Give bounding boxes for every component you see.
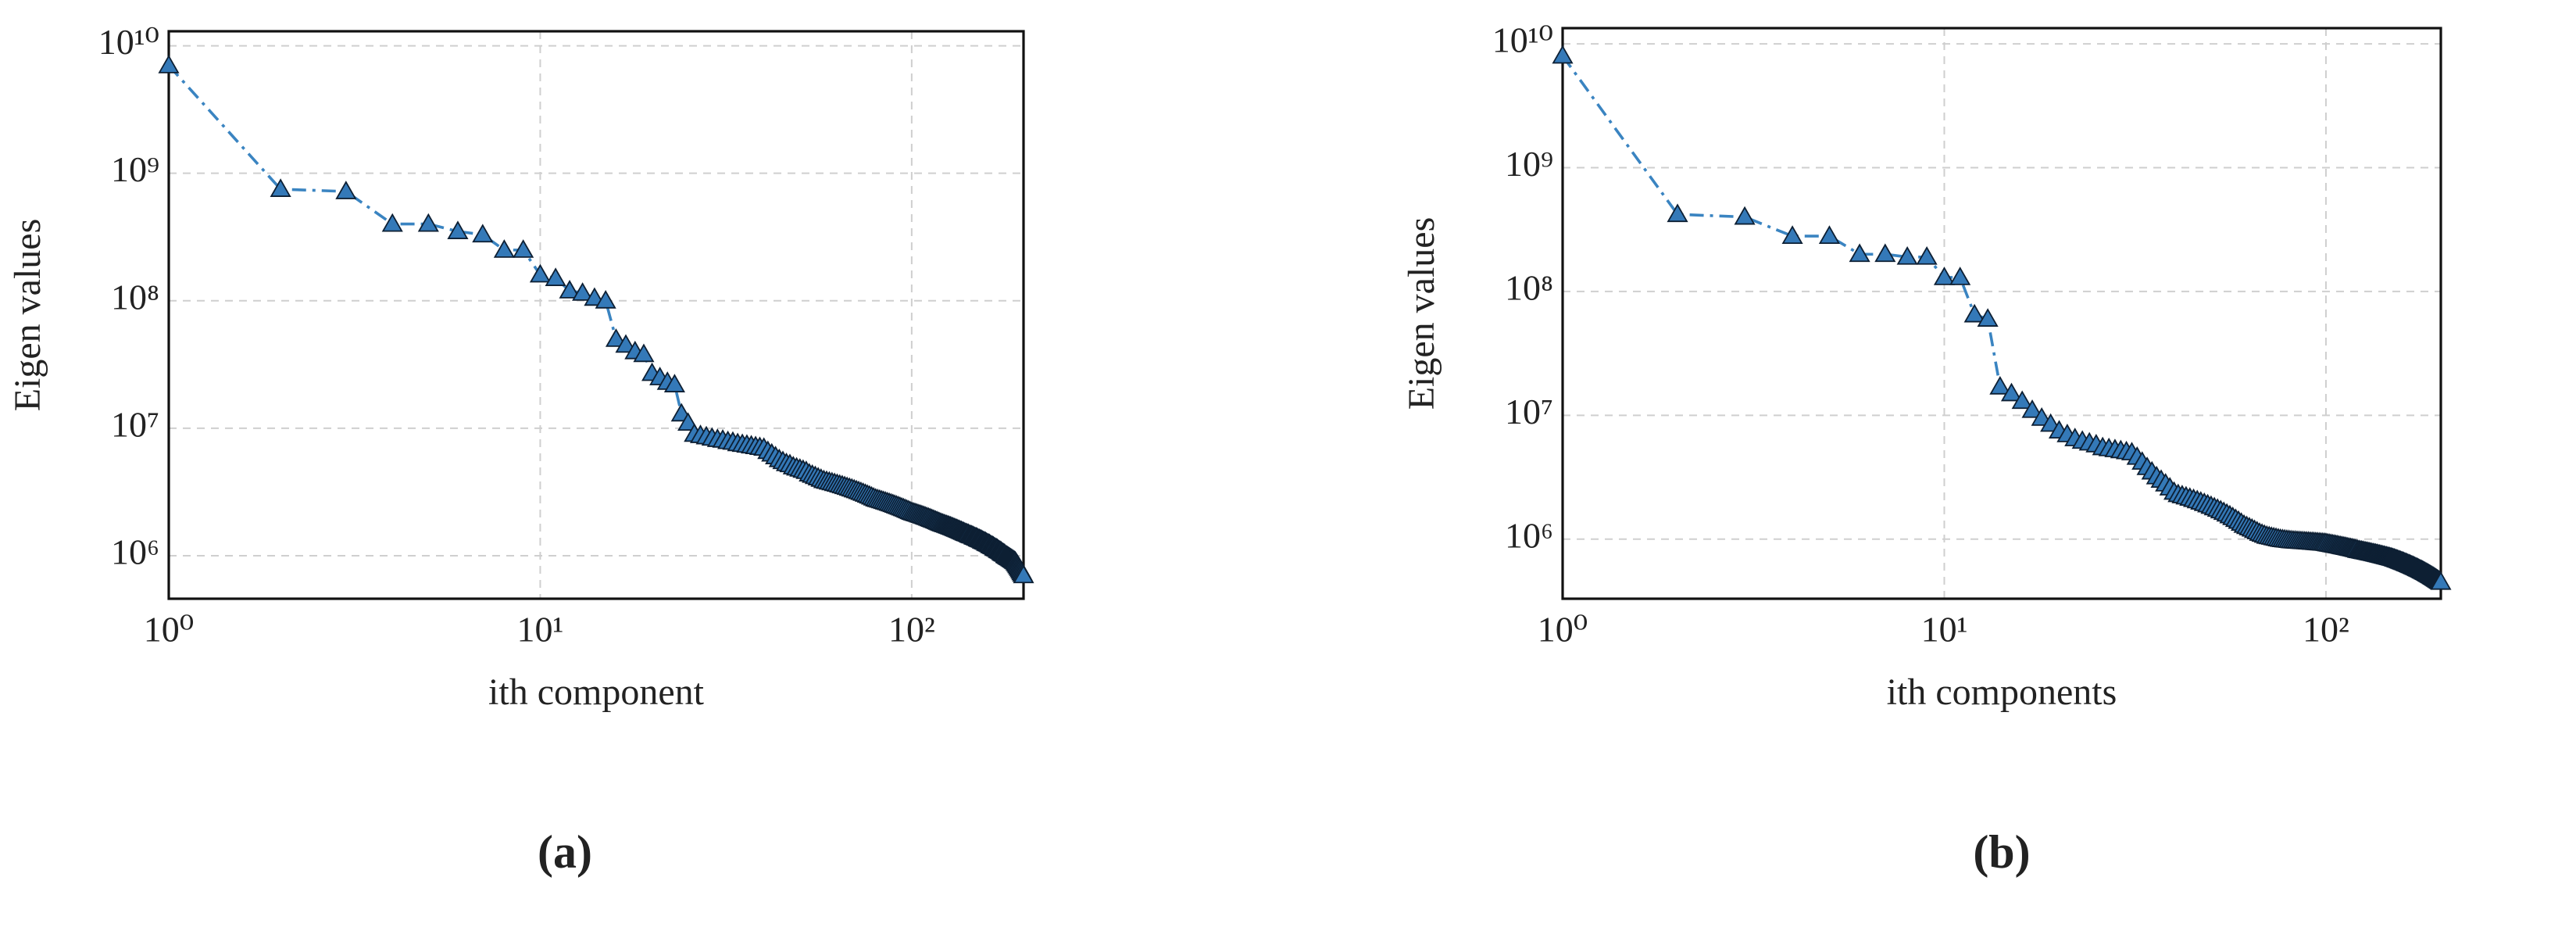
plot-frame xyxy=(1561,27,2442,600)
x-tick-label: 10² xyxy=(888,610,935,650)
x-tick-label: 10¹ xyxy=(1921,610,1968,650)
data-point xyxy=(335,181,357,199)
data-point xyxy=(584,287,606,306)
y-tick-label: 10⁹ xyxy=(111,149,159,189)
y-tick-label: 10⁹ xyxy=(1505,144,1553,184)
data-point xyxy=(1916,245,1938,265)
data-point xyxy=(1667,203,1688,223)
data-point xyxy=(1874,243,1896,263)
y-tick-label: 10¹⁰ xyxy=(98,22,159,62)
subplot: 10⁰ 10¹ 10² 10⁶ 10⁷ 10⁸ 10⁹ 10¹⁰ ith components E… xyxy=(1401,20,2452,878)
data-point xyxy=(381,213,403,232)
data-point xyxy=(1949,267,1971,285)
data-point xyxy=(559,280,581,299)
data-point xyxy=(1552,45,1574,64)
y-tick-label: 10⁸ xyxy=(1505,267,1553,307)
data-point xyxy=(663,374,685,392)
data-point xyxy=(595,289,616,309)
x-tick-label: 10² xyxy=(2303,610,2349,650)
data-point xyxy=(2000,382,2023,402)
y-axis-label: Eigen values xyxy=(1401,217,1442,410)
data-point xyxy=(1818,225,1840,245)
x-tick-label: 10¹ xyxy=(517,610,564,650)
data-point xyxy=(513,239,534,258)
data-point xyxy=(270,178,291,197)
x-axis-label: ith component xyxy=(488,671,705,713)
subplot-caption: (b) xyxy=(1973,826,2030,878)
data-point xyxy=(493,239,515,258)
y-tick-label: 10⁷ xyxy=(111,404,159,444)
data-point xyxy=(545,267,566,286)
data-point xyxy=(1989,376,2011,395)
x-tick-label: 10⁰ xyxy=(1538,610,1588,650)
y-tick-label: 10⁷ xyxy=(1505,392,1553,431)
data-point xyxy=(605,328,627,347)
data-point xyxy=(1781,225,1803,245)
data-point xyxy=(1734,206,1756,225)
series-line xyxy=(1561,55,2442,584)
data-point xyxy=(472,224,494,243)
data-point xyxy=(572,282,594,301)
data-point xyxy=(2011,390,2033,410)
x-tick-label: 10⁰ xyxy=(144,610,194,650)
data-point xyxy=(1849,243,1870,263)
plot-frame xyxy=(167,30,1025,600)
data-point xyxy=(1977,308,1999,327)
y-tick-label: 10⁶ xyxy=(111,532,159,572)
data-point xyxy=(447,220,469,239)
y-tick-label: 10⁶ xyxy=(1505,515,1553,555)
y-axis-label: Eigen values xyxy=(7,219,48,412)
data-point xyxy=(158,55,180,73)
data-point xyxy=(417,213,439,232)
data-point xyxy=(1963,303,1985,323)
data-point xyxy=(1896,245,1918,265)
data-point xyxy=(677,412,699,431)
subplot: 10⁰ 10¹ 10² 10⁶ 10⁷ 10⁸ 10⁹ 10¹⁰ ith component Ei… xyxy=(7,22,1034,878)
data-point xyxy=(633,343,655,363)
data-point xyxy=(2021,399,2043,418)
data-point xyxy=(615,334,637,353)
subplot-caption: (a) xyxy=(538,826,592,878)
data-point xyxy=(529,263,551,283)
data-point xyxy=(1013,564,1034,584)
x-axis-label: ith components xyxy=(1887,671,2117,713)
data-point xyxy=(1933,267,1956,285)
data-point xyxy=(2430,571,2452,590)
y-tick-label: 10¹⁰ xyxy=(1492,20,1553,60)
y-tick-label: 10⁸ xyxy=(111,277,159,317)
